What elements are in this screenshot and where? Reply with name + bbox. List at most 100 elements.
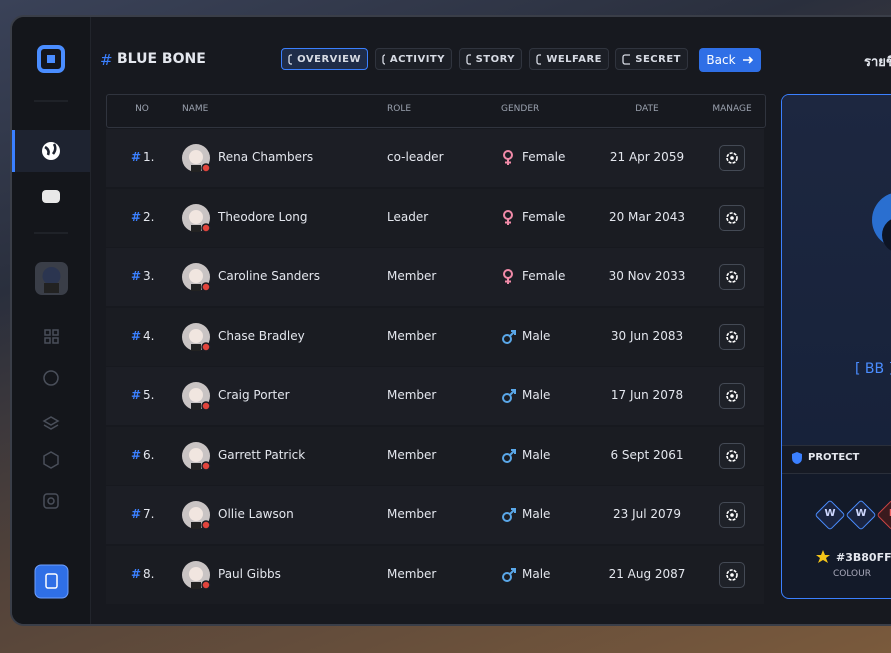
manage-button[interactable] <box>719 383 745 409</box>
row-hash: # <box>131 150 142 164</box>
gender-icon <box>501 150 517 166</box>
row-number: 5. <box>143 388 155 402</box>
gender-icon <box>501 209 517 226</box>
sidebar-icons <box>12 45 90 599</box>
row <box>106 188 764 247</box>
member-date: 30 Jun 2083 <box>610 328 684 343</box>
gender-symbol <box>502 448 516 463</box>
gender-symbol <box>502 508 516 522</box>
member-name: Caroline Sanders <box>218 269 320 283</box>
right-title: รายชื่ <box>864 55 891 70</box>
member-name: Rena Chambers <box>218 150 314 164</box>
member-role: Member <box>387 269 437 283</box>
member-gender: Female <box>522 269 566 283</box>
column-header: NAME <box>182 104 209 114</box>
member-gender: Male <box>522 566 551 581</box>
tab[interactable]: ACTIVITY <box>375 48 452 70</box>
row-hash: # <box>131 388 142 402</box>
tab-icon <box>466 53 471 65</box>
tab-label: OVERVIEW <box>297 53 361 65</box>
avatar <box>182 382 211 411</box>
colour-label: COLOUR <box>833 569 871 579</box>
tab[interactable]: WELFARE <box>529 48 609 70</box>
member-date: 23 Jul 2079 <box>613 507 681 521</box>
row-hash: # <box>131 507 142 521</box>
member-gender: Male <box>522 447 551 462</box>
avatar <box>182 501 211 530</box>
member-date: 21 Aug 2087 <box>608 566 686 581</box>
badge-label: L <box>881 508 891 519</box>
member-name: Paul Gibbs <box>218 566 281 581</box>
member-date: 6 Sept 2061 <box>610 447 684 462</box>
back-button[interactable]: Back <box>699 48 761 72</box>
window: # BLUE BONE Back รายชื่ [ BB ] PROTECT #… <box>10 15 891 626</box>
gear-icon <box>726 271 738 283</box>
row-hash: # <box>131 566 142 581</box>
member-gender: Male <box>522 388 551 402</box>
gear-icon <box>726 449 738 462</box>
row-hash: # <box>131 269 142 283</box>
tab[interactable]: SECRET <box>615 48 688 70</box>
member-date: 21 Apr 2059 <box>609 150 685 164</box>
manage-button[interactable] <box>719 204 745 231</box>
protect-icon <box>792 452 802 464</box>
member-gender: Female <box>522 150 566 164</box>
member-gender: Male <box>522 507 551 521</box>
member-role: Leader <box>387 209 429 224</box>
gender-symbol <box>502 567 516 582</box>
title: BLUE BONE <box>117 51 206 67</box>
panel-figure <box>872 193 891 251</box>
member-date: 17 Jun 2078 <box>610 388 684 402</box>
tab-label: STORY <box>475 53 515 65</box>
column-header: NO <box>135 104 149 114</box>
member-name: Craig Porter <box>218 388 290 402</box>
tab-icon <box>382 53 385 65</box>
gender-symbol <box>503 150 513 165</box>
back-icon <box>742 56 753 64</box>
member-role: Member <box>387 447 437 462</box>
avatar <box>182 203 211 233</box>
member-name: Theodore Long <box>218 209 308 224</box>
badge-label: W <box>855 508 867 519</box>
manage-button[interactable] <box>719 442 745 469</box>
member-role: Member <box>387 328 437 343</box>
tab-icon <box>288 53 293 65</box>
colour-value: #3B80FF <box>836 551 891 564</box>
manage-button[interactable] <box>719 264 745 290</box>
avatar-image <box>182 322 211 352</box>
member-name: Chase Bradley <box>218 328 305 343</box>
row <box>106 248 764 306</box>
gender-symbol <box>503 209 513 225</box>
tab[interactable]: STORY <box>459 48 522 70</box>
tab-label: WELFARE <box>546 53 602 65</box>
sidebar <box>12 17 91 624</box>
member-name: Garrett Patrick <box>218 447 306 462</box>
member-role: co-leader <box>387 150 444 164</box>
column-header: GENDER <box>501 104 540 114</box>
member-gender: Male <box>522 328 551 343</box>
row <box>106 545 764 604</box>
avatar-image <box>182 560 211 590</box>
row-hash: # <box>131 328 142 343</box>
manage-button[interactable] <box>719 145 745 171</box>
gear-icon <box>726 568 738 581</box>
row-number: 7. <box>143 507 155 521</box>
row-number: 1. <box>143 150 155 164</box>
row <box>106 486 764 544</box>
tab[interactable]: OVERVIEW <box>281 48 368 70</box>
member-name: Ollie Lawson <box>218 507 294 521</box>
tab-icon <box>622 53 631 65</box>
gender-symbol <box>502 389 516 403</box>
avatar-image <box>182 203 211 233</box>
avatar-image <box>182 144 211 173</box>
gender-icon <box>501 567 517 583</box>
member-date: 20 Mar 2043 <box>608 209 686 224</box>
row-number: 2. <box>143 209 155 224</box>
manage-button[interactable] <box>719 323 745 350</box>
manage-button[interactable] <box>719 502 745 528</box>
manage-button[interactable] <box>719 561 745 588</box>
avatar-image <box>182 501 211 530</box>
column-header: ROLE <box>387 104 412 114</box>
gear-icon <box>726 211 738 224</box>
